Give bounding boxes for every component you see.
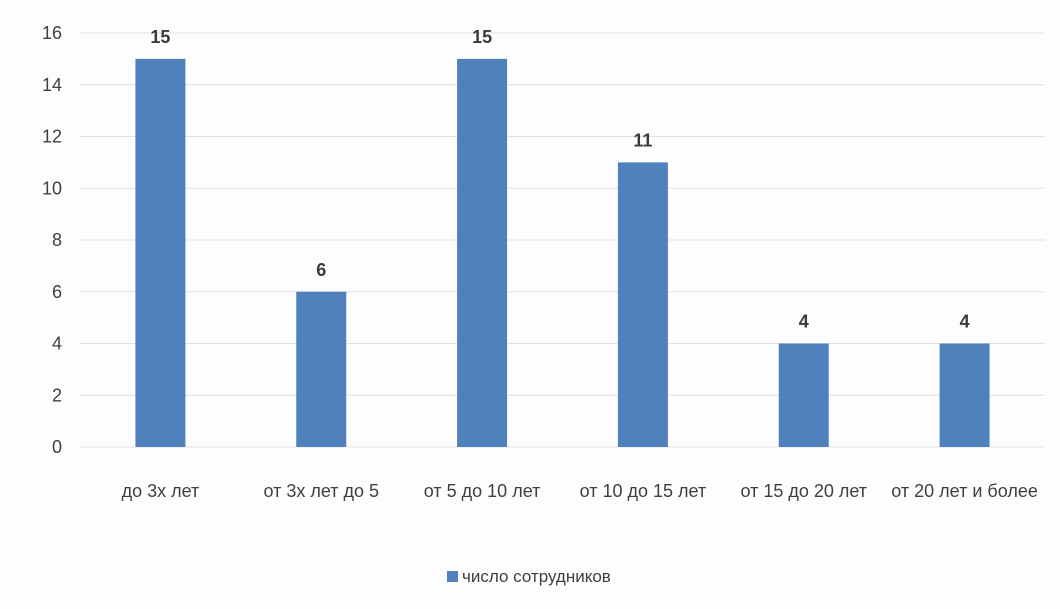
x-tick-label: от 5 до 10 лет	[424, 481, 541, 501]
x-tick-label: от 3х лет до 5	[263, 481, 379, 501]
data-label: 4	[799, 312, 809, 332]
y-tick-label: 12	[42, 127, 62, 147]
x-tick-label: от 10 до 15 лет	[580, 481, 707, 501]
data-label: 11	[633, 130, 652, 150]
x-tick-label: от 15 до 20 лет	[740, 481, 867, 501]
legend: число сотрудников	[447, 567, 611, 586]
y-tick-label: 6	[52, 282, 62, 302]
gridlines	[80, 32, 1045, 448]
bars	[135, 58, 990, 447]
bar	[778, 343, 829, 447]
y-tick-label: 8	[52, 230, 62, 250]
y-axis-ticks: 0 2 4 6 8 10 12 14 16	[42, 23, 62, 457]
bar	[296, 291, 347, 447]
data-label: 15	[472, 27, 492, 47]
data-labels: 15 6 15 11 4 4	[150, 27, 969, 332]
bar	[457, 58, 508, 447]
bar	[939, 343, 990, 447]
x-axis-categories: до 3х лет от 3х лет до 5 от 5 до 10 лет от …	[122, 481, 1038, 501]
legend-swatch	[447, 571, 458, 582]
legend-label: число сотрудников	[462, 567, 611, 586]
y-tick-label: 14	[42, 75, 62, 95]
x-tick-label: от 20 лет и более	[891, 481, 1038, 501]
data-label: 15	[150, 27, 170, 47]
bar	[617, 162, 668, 447]
y-tick-label: 2	[52, 385, 62, 405]
y-tick-label: 16	[42, 23, 62, 43]
data-label: 6	[316, 260, 326, 280]
y-tick-label: 10	[42, 178, 62, 198]
y-tick-label: 0	[52, 437, 62, 457]
bar	[135, 58, 186, 447]
y-tick-label: 4	[52, 334, 62, 354]
data-label: 4	[960, 312, 970, 332]
x-tick-label: до 3х лет	[122, 481, 200, 501]
